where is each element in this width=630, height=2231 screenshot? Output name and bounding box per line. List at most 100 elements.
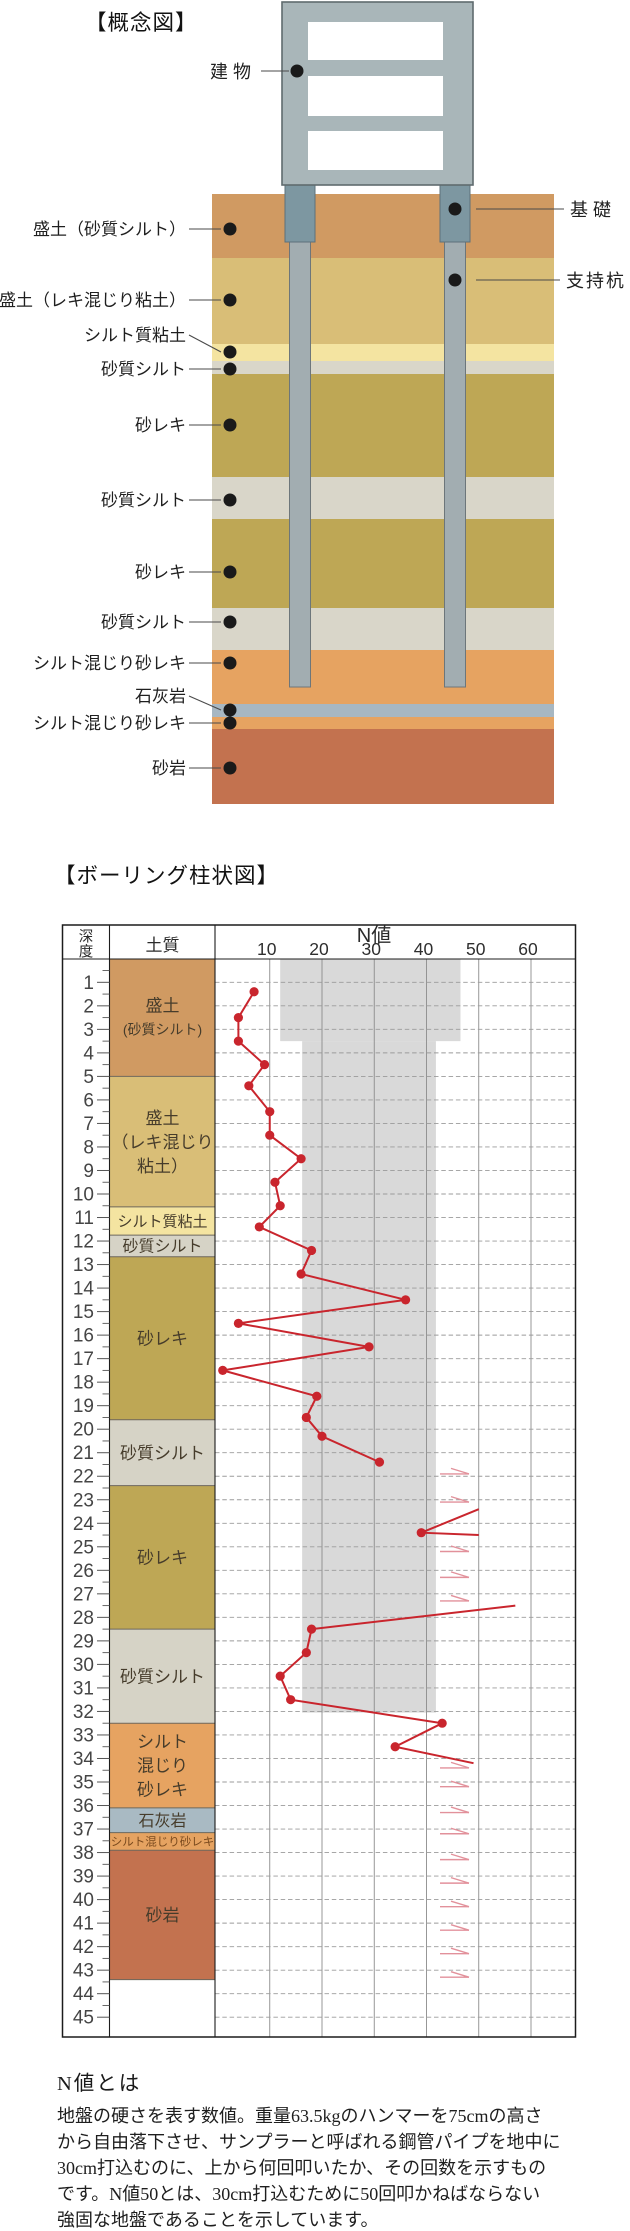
depth-header: 深	[79, 929, 94, 946]
depth-tick-label: 28	[73, 1608, 94, 1629]
boring-soil-layer	[110, 1235, 215, 1257]
layer-label-dot	[223, 703, 237, 717]
boring-soil-label: （レキ混じり	[112, 1133, 214, 1152]
foundation-label: 基礎	[570, 200, 616, 220]
explanation-line: から自由落下させ、サンプラーと呼ばれる鋼管パイプを地中に	[57, 2132, 561, 2152]
depth-tick-label: 1	[83, 973, 94, 994]
refusal-arrow-icon	[450, 1571, 470, 1579]
depth-tick-label: 11	[74, 1208, 94, 1229]
boring-soil-layer	[110, 1076, 215, 1207]
depth-tick-label: 2	[83, 996, 94, 1017]
depth-tick-label: 20	[73, 1420, 94, 1441]
refusal-arrow-icon	[450, 1971, 470, 1978]
concept-layer-label: 砂質シルト	[101, 360, 186, 379]
boring-soil-label: 粘土）	[137, 1157, 188, 1176]
refusal-arrow-icon	[450, 1924, 470, 1931]
nvalue-axis-tick-label: 20	[309, 939, 329, 959]
label-leader-line	[188, 334, 222, 353]
layer-label-dot	[223, 418, 237, 432]
boring-soil-layer	[110, 1629, 215, 1724]
nvalue-data-point	[265, 1130, 275, 1140]
boring-soil-label: 砂レキ	[137, 1549, 188, 1568]
boring-log-title: 【ボーリング柱状図】	[54, 864, 280, 888]
depth-tick-label: 36	[73, 1796, 94, 1817]
nvalue-axis-tick-label: 30	[362, 939, 382, 959]
refusal-arrow-icon	[450, 1495, 470, 1503]
nvalue-heading: N値とは	[57, 2073, 142, 2095]
nvalue-data-point	[233, 1013, 243, 1023]
refusal-arrow-icon	[450, 1876, 470, 1884]
boring-soil-label: 砂岩	[146, 1906, 180, 1925]
nvalue-data-point	[437, 1718, 447, 1728]
concept-layer-label: 盛土（レキ混じり粘土）	[0, 291, 186, 310]
nvalue-data-point	[218, 1365, 228, 1375]
depth-tick-label: 15	[73, 1302, 94, 1323]
depth-tick-label: 22	[73, 1467, 94, 1488]
depth-tick-label: 37	[73, 1820, 94, 1841]
depth-tick-label: 39	[73, 1867, 94, 1888]
boring-soil-layer	[110, 1832, 215, 1851]
nvalue-data-point	[244, 1081, 254, 1091]
nvalue-data-point	[306, 1624, 317, 1634]
concept-layer-label: 砂質シルト	[101, 613, 186, 632]
depth-tick-label: 43	[73, 1961, 94, 1982]
refusal-arrow-icon	[450, 1545, 470, 1553]
nvalue-axis-tick-label: 50	[466, 939, 486, 959]
concept-soil-layer	[212, 374, 554, 477]
boring-soil-label: 混じり	[137, 1757, 188, 1776]
depth-tick-label: 4	[83, 1043, 94, 1064]
boring-soil-layer	[110, 1256, 215, 1420]
depth-tick-label: 26	[73, 1561, 94, 1582]
layer-label-dot	[223, 615, 237, 629]
concept-soil-layer	[212, 717, 554, 729]
refusal-arrow-icon	[450, 1853, 470, 1861]
depth-tick-label: 8	[83, 1137, 94, 1158]
nvalue-data-point	[233, 1318, 243, 1328]
concept-soil-layer	[212, 194, 554, 258]
depth-tick-label: 24	[73, 1514, 95, 1535]
depth-tick-label: 7	[83, 1114, 94, 1135]
layer-label-dot	[223, 345, 237, 359]
nvalue-data-point	[390, 1742, 400, 1752]
nvalue-data-point	[374, 1457, 385, 1467]
boring-soil-label: シルト混じり砂レキ	[111, 1836, 215, 1849]
nvalue-data-point	[259, 1060, 270, 1070]
depth-tick-label: 38	[73, 1843, 94, 1864]
nvalue-axis-tick-label: 40	[414, 939, 434, 959]
concept-soil-layer	[212, 519, 554, 608]
building-label: 建物	[210, 62, 256, 82]
building-window	[308, 22, 443, 60]
nvalue-data-point	[317, 1431, 327, 1441]
layer-label-dot	[223, 716, 237, 730]
concept-soil-layer	[212, 344, 554, 361]
depth-tick-label: 32	[73, 1702, 94, 1723]
nvalue-data-point	[254, 1222, 264, 1232]
depth-tick-label: 34	[73, 1749, 95, 1770]
depth-tick-label: 18	[73, 1373, 94, 1394]
concept-layer-label: 砂岩	[152, 759, 186, 778]
boring-soil-label: 盛土	[146, 997, 180, 1016]
explanation-line: です。N値50とは、30cm打込むために50回叩かねばならない	[57, 2184, 541, 2204]
concept-soil-layer	[212, 608, 554, 650]
explanation-line: 地盤の硬さを表す数値。重量63.5kgのハンマーを75cmの高さ	[57, 2106, 543, 2126]
layer-label-dot	[448, 202, 462, 216]
layer-label-dot	[223, 656, 237, 670]
concept-soil-layer	[212, 729, 554, 804]
depth-tick-label: 29	[73, 1631, 94, 1652]
soil-type-header: 土質	[146, 936, 180, 955]
support-pile-label: 支持杭	[566, 271, 626, 291]
concept-layer-label: シルト質粘土	[84, 326, 186, 345]
chart-building-silhouette	[280, 959, 461, 1042]
depth-tick-label: 17	[73, 1349, 94, 1370]
boring-soil-label: 砂質シルト	[120, 1444, 205, 1463]
nvalue-data-point	[249, 987, 259, 997]
building-window	[308, 131, 443, 170]
layer-label-dot	[223, 293, 237, 307]
nvalue-data-point	[270, 1177, 280, 1187]
nvalue-data-point	[416, 1528, 426, 1538]
depth-tick-label: 25	[73, 1537, 94, 1558]
nvalue-axis-tick-label: 10	[257, 939, 277, 959]
boring-soil-layer	[110, 1723, 215, 1808]
layer-label-dot	[223, 761, 237, 775]
